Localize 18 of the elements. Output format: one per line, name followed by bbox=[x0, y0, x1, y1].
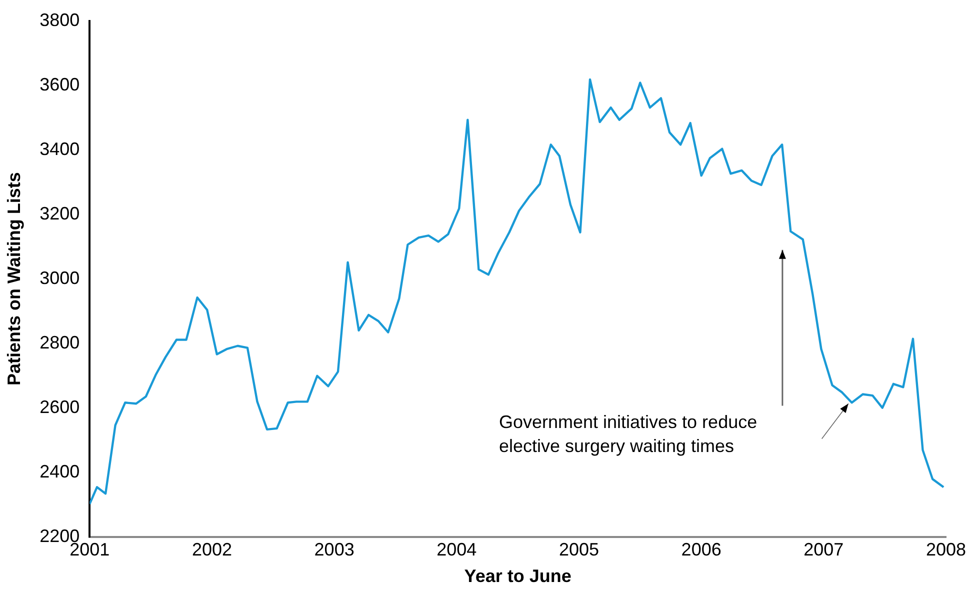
y-tick-label: 3600 bbox=[40, 74, 80, 94]
y-tick-label: 2600 bbox=[40, 396, 80, 417]
y-tick-label: 3200 bbox=[40, 203, 80, 224]
y-tick-label: 2400 bbox=[40, 461, 80, 482]
x-tick-label: 2008 bbox=[926, 540, 966, 560]
x-axis-title: Year to June bbox=[464, 566, 572, 586]
y-tick-label: 3000 bbox=[40, 268, 80, 288]
x-tick-label: 2002 bbox=[192, 540, 232, 560]
y-tick-label: 2800 bbox=[40, 332, 80, 352]
annotation: Government initiatives to reduce elective surgery waiting times bbox=[498, 411, 758, 458]
y-tick-label: 3800 bbox=[40, 10, 80, 30]
x-tick-label: 2007 bbox=[804, 540, 844, 560]
x-tick-label: 2003 bbox=[314, 540, 354, 560]
x-tick-label: 2006 bbox=[681, 540, 722, 560]
y-tick-label: 3400 bbox=[40, 138, 80, 159]
y-axis-title: Patients on Waiting Lists bbox=[4, 172, 24, 386]
x-tick-label: 2004 bbox=[436, 540, 477, 560]
x-tick-label: 2005 bbox=[558, 540, 600, 560]
